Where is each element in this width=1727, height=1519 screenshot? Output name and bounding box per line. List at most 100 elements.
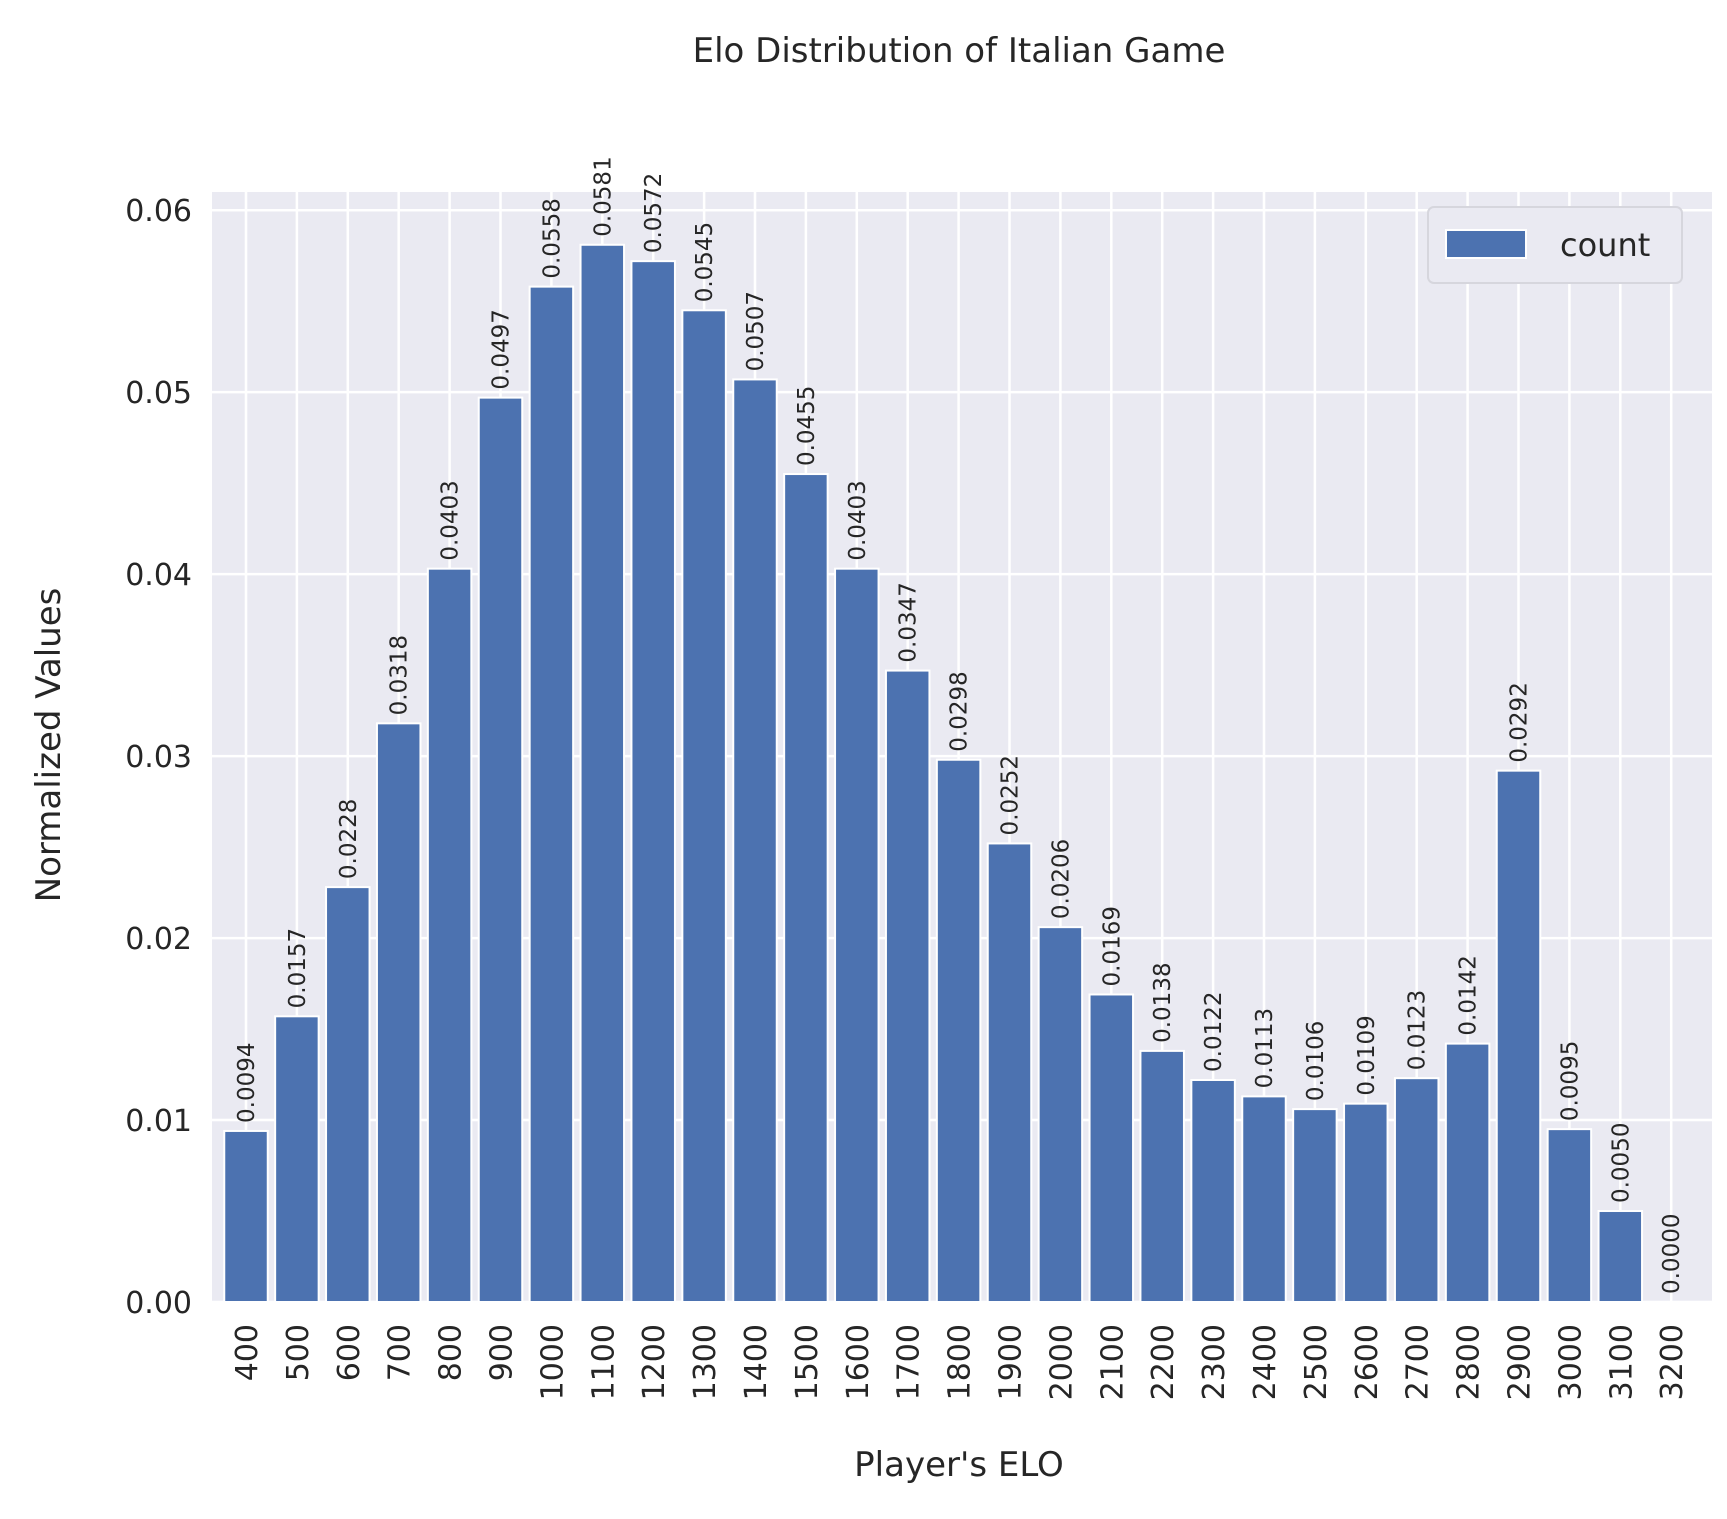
x-tick-label-1300: 1300 (688, 1324, 723, 1400)
x-tick-label-1400: 1400 (739, 1324, 774, 1400)
x-tick-label-1700: 1700 (892, 1324, 927, 1400)
x-tick-label-900: 900 (485, 1324, 520, 1381)
x-tick-label-2600: 2600 (1350, 1324, 1385, 1400)
x-tick-label-1500: 1500 (790, 1324, 825, 1400)
y-tick-label: 0.01 (125, 1104, 192, 1139)
bar-value-label-700: 0.0318 (387, 635, 413, 715)
bar-value-label-1300: 0.0545 (692, 222, 718, 302)
bar-value-label-900: 0.0497 (489, 309, 515, 389)
legend-box (1427, 206, 1683, 284)
bar-value-label-1900: 0.0252 (998, 755, 1024, 835)
y-tick-label: 0.05 (125, 376, 192, 411)
x-tick-label-1600: 1600 (841, 1324, 876, 1400)
bar-value-label-600: 0.0228 (336, 799, 362, 879)
bar-1600 (834, 567, 880, 1303)
x-tick-label-2200: 2200 (1146, 1324, 1181, 1400)
bar-value-label-1800: 0.0298 (947, 671, 973, 751)
bar-2400 (1241, 1095, 1287, 1304)
x-tick-label-2500: 2500 (1299, 1324, 1334, 1400)
x-tick-label-3100: 3100 (1604, 1324, 1639, 1400)
x-tick-label-700: 700 (383, 1324, 418, 1381)
bar-value-label-800: 0.0403 (438, 480, 464, 560)
bar-value-label-2100: 0.0169 (1099, 906, 1125, 986)
bar-1900 (986, 842, 1033, 1303)
bar-value-label-1400: 0.0507 (743, 291, 769, 371)
x-tick-label-2700: 2700 (1401, 1324, 1436, 1400)
bar-value-label-3100: 0.0050 (1608, 1123, 1634, 1203)
bar-value-label-500: 0.0157 (285, 928, 311, 1008)
bar-1700 (884, 669, 931, 1303)
x-tick-label-2300: 2300 (1197, 1324, 1232, 1400)
bar-2900 (1495, 769, 1542, 1303)
bar-2200 (1139, 1049, 1185, 1304)
bar-value-label-1200: 0.0572 (641, 173, 667, 253)
bar-value-labels: 0.0094 0.0157 0.0228 0.0318 0.0403 0.0497 0.05… (234, 156, 1685, 1294)
bar-value-label-2300: 0.0122 (1201, 992, 1227, 1072)
bar-value-label-1100: 0.0581 (590, 156, 616, 236)
x-tick-label-2000: 2000 (1044, 1324, 1079, 1400)
bars (223, 243, 1644, 1304)
x-axis-label: Player's ELO (854, 1445, 1064, 1485)
bar-value-label-1600: 0.0403 (845, 480, 871, 560)
x-tick-label-2100: 2100 (1095, 1324, 1130, 1400)
x-tick-label-600: 600 (332, 1324, 367, 1381)
bar-1800 (935, 758, 982, 1303)
bar-2800 (1444, 1042, 1491, 1303)
x-tick-label-2400: 2400 (1248, 1324, 1283, 1400)
bar-value-label-400: 0.0094 (234, 1042, 260, 1122)
bar-900 (477, 396, 524, 1304)
x-tick-label-1900: 1900 (994, 1324, 1029, 1400)
bar-700 (375, 722, 422, 1303)
y-tick-label: 0.03 (125, 740, 192, 775)
y-axis-label: Normalized Values (29, 588, 69, 903)
y-tick-label: 0.04 (125, 558, 192, 593)
x-tick-label-3200: 3200 (1655, 1324, 1690, 1400)
bar-value-label-2500: 0.0106 (1303, 1021, 1329, 1101)
bar-2700 (1393, 1077, 1440, 1303)
bar-1200 (630, 260, 676, 1303)
y-tick-label: 0.00 (125, 1286, 192, 1321)
bar-2600 (1343, 1102, 1389, 1304)
bar-value-label-1700: 0.0347 (896, 582, 922, 662)
bar-2100 (1088, 993, 1135, 1303)
bar-1300 (681, 309, 727, 1303)
bar-2300 (1190, 1079, 1236, 1303)
bar-value-label-2900: 0.0292 (1507, 682, 1533, 762)
bar-1400 (732, 378, 778, 1304)
legend-swatch-count (1445, 229, 1527, 259)
bar-3000 (1546, 1128, 1593, 1303)
x-tick-label-1800: 1800 (943, 1324, 978, 1400)
y-tick-label: 0.02 (125, 922, 192, 957)
bar-600 (325, 886, 371, 1303)
bar-value-label-2000: 0.0206 (1048, 839, 1074, 919)
bar-value-label-2200: 0.0138 (1150, 962, 1176, 1042)
x-tick-label-2900: 2900 (1503, 1324, 1538, 1400)
bar-value-label-2600: 0.0109 (1354, 1015, 1380, 1095)
x-axis-ticks: 400 500 600 700 800 900 1000 1100 1200 1300 1400 15… (230, 1324, 1690, 1400)
bar-value-label-3000: 0.0095 (1557, 1041, 1583, 1121)
y-tick-label: 0.06 (125, 194, 192, 229)
bar-800 (426, 567, 473, 1303)
bar-value-label-3200: 0.0000 (1659, 1214, 1685, 1294)
chart-title: Elo Distribution of Italian Game (693, 31, 1226, 71)
y-axis-ticks: 0.00 0.01 0.02 0.03 0.04 0.05 0.06 (125, 194, 192, 1321)
x-tick-label-1100: 1100 (586, 1324, 621, 1400)
bar-500 (274, 1015, 320, 1303)
x-tick-label-500: 500 (281, 1324, 316, 1381)
bar-value-label-1000: 0.0558 (539, 198, 565, 278)
legend: count (1427, 206, 1683, 284)
bar-value-label-2700: 0.0123 (1405, 990, 1431, 1070)
bar-2500 (1292, 1108, 1338, 1303)
bar-1100 (579, 243, 626, 1303)
x-tick-label-1200: 1200 (637, 1324, 672, 1400)
bar-2000 (1037, 926, 1084, 1303)
bar-1500 (783, 473, 829, 1303)
bar-1000 (528, 285, 575, 1304)
x-tick-label-1000: 1000 (535, 1324, 570, 1400)
x-tick-label-2800: 2800 (1452, 1324, 1487, 1400)
x-tick-label-400: 400 (230, 1324, 265, 1381)
x-tick-label-800: 800 (434, 1324, 469, 1381)
x-tick-label-3000: 3000 (1553, 1324, 1588, 1400)
legend-label-count: count (1560, 226, 1650, 264)
